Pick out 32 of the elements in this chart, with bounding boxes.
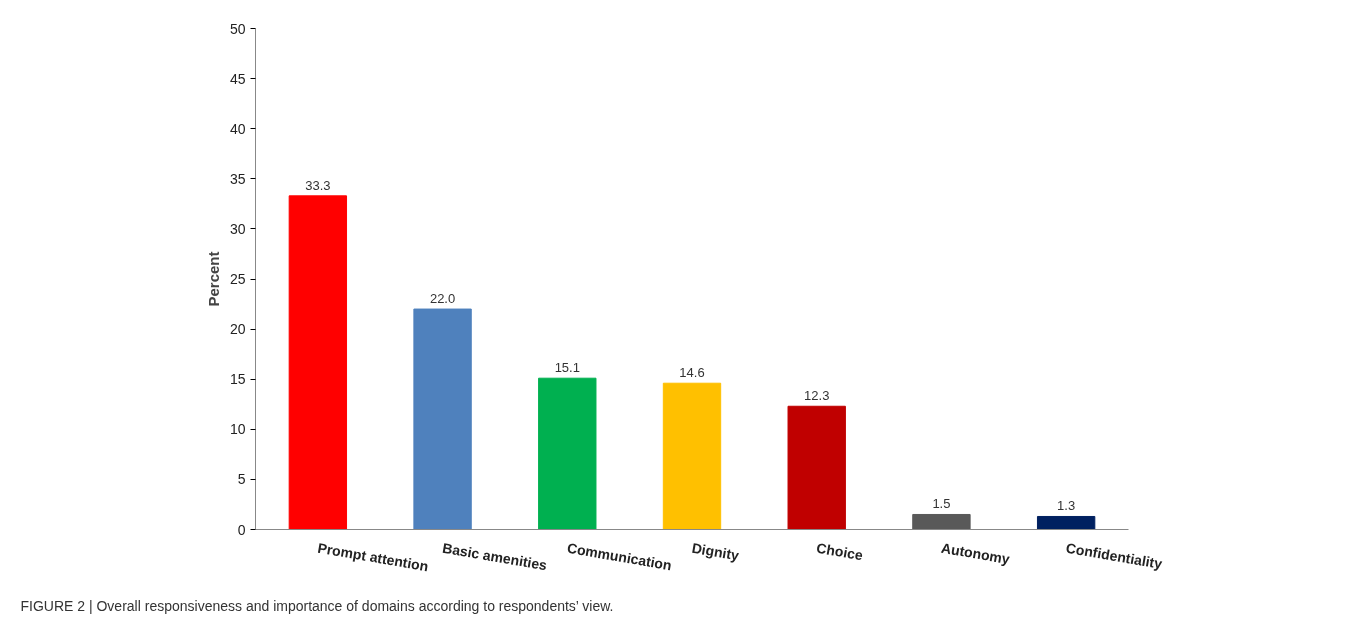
bar	[662, 382, 722, 530]
y-tick-label: 25	[229, 271, 246, 287]
y-tick-label: 50	[229, 20, 246, 37]
x-tick-label: Basic amenities	[441, 539, 549, 574]
y-tick-label: 5	[237, 471, 246, 488]
data-label: 12.3	[804, 388, 830, 404]
bar	[538, 377, 597, 530]
data-label: 15.1	[554, 360, 580, 376]
data-label: 1.3	[1057, 498, 1076, 514]
bar	[912, 513, 971, 530]
data-label: 22.0	[429, 291, 456, 307]
data-label: 33.3	[305, 177, 331, 193]
y-tick-label: 10	[229, 421, 246, 438]
y-tick-label: 35	[229, 170, 246, 187]
x-tick-label: Dignity	[690, 539, 741, 564]
bar	[413, 308, 472, 530]
data-label: 1.5	[932, 496, 951, 512]
x-tick-label: Autonomy	[940, 539, 1012, 568]
x-tick-label: Prompt attention	[316, 539, 430, 575]
data-label: 14.6	[679, 365, 705, 381]
y-tick-label: 0	[237, 521, 246, 538]
x-tick-label: Choice	[815, 539, 865, 564]
y-tick-label: 15	[229, 371, 246, 388]
caption: FIGURE 2 | Overall responsiveness and importance of domains according to respondents’ view.	[20, 597, 614, 614]
y-axis-title: Percent	[204, 251, 222, 307]
bar	[787, 405, 846, 530]
bar	[1036, 515, 1096, 530]
bar	[288, 195, 348, 530]
y-tick-label: 20	[229, 321, 246, 338]
y-tick-label: 45	[229, 70, 246, 87]
y-tick-label: 30	[229, 220, 246, 237]
y-tick-label: 40	[229, 120, 246, 137]
